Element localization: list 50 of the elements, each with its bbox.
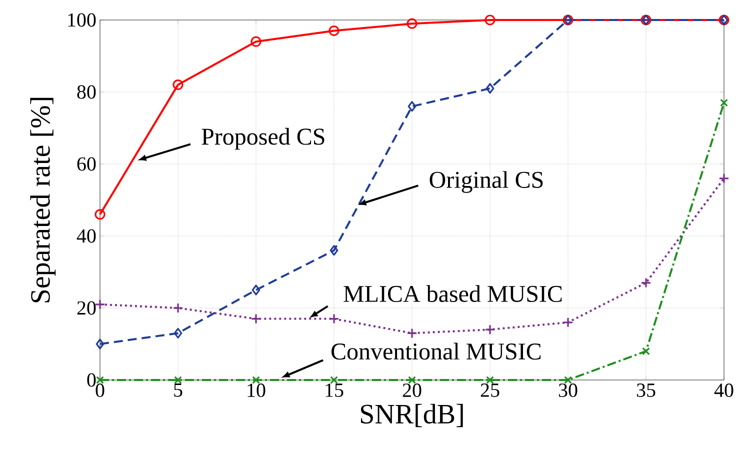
- y-tick-label: 100: [68, 13, 96, 27]
- y-axis-title: Separated rate [%]: [30, 98, 56, 302]
- point: [172, 79, 184, 90]
- series-label: Original CS: [430, 171, 543, 193]
- point: [720, 98, 728, 107]
- point: [486, 376, 494, 384]
- point: [484, 14, 496, 26]
- y-tick-label: 60: [77, 157, 96, 171]
- point: [328, 25, 340, 36]
- point: [250, 314, 262, 324]
- point: [172, 302, 184, 314]
- y-tick-label: 0: [87, 373, 96, 387]
- point: [562, 317, 574, 328]
- point: [406, 328, 418, 338]
- point: [484, 324, 496, 335]
- series-label: Proposed CS: [202, 128, 324, 150]
- point: [406, 18, 418, 29]
- x-tick-label: 30: [558, 384, 578, 398]
- y-tick-label: 20: [77, 301, 96, 315]
- series-label: Conventional MUSIC: [332, 342, 541, 360]
- point: [330, 376, 338, 384]
- point: [96, 338, 104, 350]
- point: [330, 245, 338, 256]
- x-tick-label: 35: [636, 384, 656, 397]
- point: [94, 209, 106, 220]
- point: [328, 314, 340, 324]
- point: [96, 376, 104, 384]
- x-tick-label: 20: [402, 384, 422, 398]
- point: [252, 376, 260, 384]
- point: [174, 328, 182, 338]
- x-tick-label: 0: [96, 384, 104, 398]
- point: [252, 284, 260, 296]
- y-tick-label: 40: [76, 229, 96, 243]
- point: [486, 83, 494, 94]
- series-label: MLICA based MUSIC: [344, 285, 562, 302]
- point: [174, 376, 182, 384]
- point: [250, 36, 262, 47]
- x-tick-label: 25: [480, 384, 500, 397]
- point: [642, 347, 650, 356]
- point: [408, 376, 416, 384]
- y-tick-label: 80: [77, 85, 96, 99]
- point: [718, 173, 730, 184]
- x-axis-title: SNR[dB]: [360, 404, 463, 428]
- x-tick-label: 15: [326, 384, 344, 397]
- point: [564, 376, 572, 384]
- point: [640, 278, 652, 288]
- x-tick-label: 10: [248, 384, 266, 398]
- x-tick-label: 40: [714, 384, 734, 398]
- x-tick-label: 5: [174, 384, 182, 397]
- point: [408, 101, 416, 112]
